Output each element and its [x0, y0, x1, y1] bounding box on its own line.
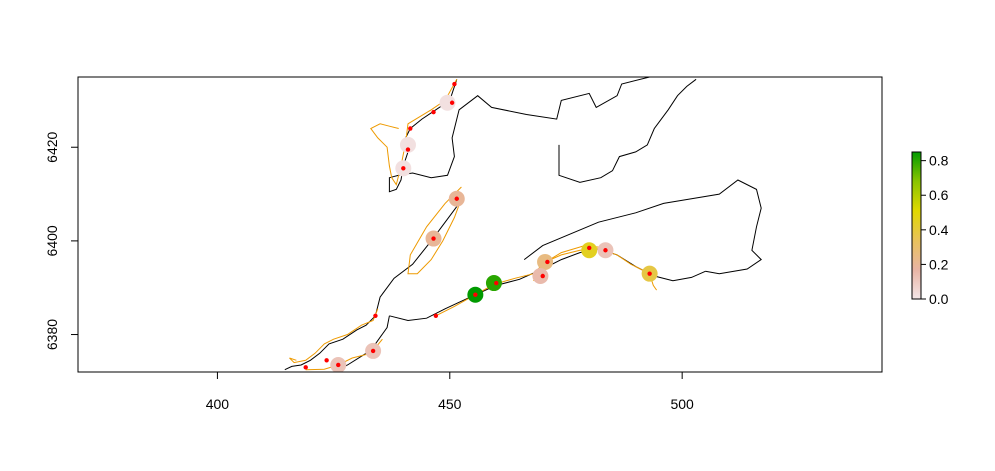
- track-line-1: [407, 186, 462, 275]
- observation-point-17: [370, 348, 376, 354]
- observation-point-14: [603, 248, 608, 253]
- coastline-2: [523, 179, 762, 275]
- site-marker-1: [485, 275, 502, 292]
- coastline-3: [284, 203, 460, 371]
- coastline-1: [558, 78, 697, 183]
- x-tick-label-2: 500: [670, 396, 694, 412]
- colorbar-ticks: 0.0 0.2 0.4 0.6 0.8: [921, 153, 949, 307]
- x-axis: 400 450 500: [206, 371, 694, 412]
- observation-point-4: [405, 147, 411, 152]
- site-marker-layer: [330, 94, 658, 372]
- observation-point-3: [408, 126, 413, 131]
- track-layer: [289, 79, 658, 371]
- coastline-layer: [284, 77, 762, 371]
- track-line-4: [289, 308, 379, 364]
- y-tick-label-0: 6380: [44, 319, 60, 350]
- x-tick-label-0: 400: [206, 396, 230, 412]
- site-marker-10: [399, 136, 416, 153]
- observation-point-6: [454, 196, 459, 201]
- observation-point-18: [336, 362, 341, 368]
- observation-point-7: [431, 236, 436, 241]
- legend-tick-label-1: 0.2: [929, 256, 949, 272]
- map-plot-area: [284, 77, 762, 372]
- site-marker-9: [439, 94, 456, 111]
- observation-point-9: [473, 292, 478, 297]
- observation-point-12: [545, 259, 550, 265]
- y-tick-label-1: 6400: [44, 225, 60, 256]
- legend-tick-label-4: 0.8: [929, 153, 949, 169]
- coastline-0: [388, 77, 650, 193]
- track-line-0: [370, 79, 458, 186]
- observation-point-11: [540, 273, 545, 279]
- observation-point-13: [587, 245, 592, 251]
- x-tick-label-1: 450: [438, 396, 462, 412]
- observation-point-19: [324, 358, 329, 363]
- plot-frame: [77, 76, 883, 373]
- observation-point-8: [433, 313, 439, 319]
- observation-point-1: [449, 100, 455, 105]
- observation-point-0: [452, 81, 457, 87]
- observation-point-5: [401, 166, 406, 171]
- site-marker-8: [532, 268, 549, 285]
- y-axis: 6380 6400 6420: [44, 131, 79, 350]
- observation-point-16: [373, 313, 378, 319]
- colorbar: [911, 151, 922, 300]
- observation-point-10: [494, 280, 499, 286]
- observation-point-2: [431, 109, 436, 115]
- colorbar-legend: 0.0 0.2 0.4 0.6 0.8: [911, 151, 949, 307]
- legend-tick-label-3: 0.6: [929, 187, 949, 203]
- site-marker-2: [537, 253, 554, 270]
- y-tick-label-2: 6420: [44, 131, 60, 162]
- observation-point-20: [303, 365, 308, 370]
- legend-tick-label-2: 0.4: [929, 222, 949, 238]
- legend-tick-label-0: 0.0: [929, 291, 949, 307]
- site-marker-3: [581, 242, 598, 259]
- coastline-4: [389, 248, 706, 322]
- observation-point-15: [647, 271, 652, 276]
- observation-point-layer: [303, 81, 652, 370]
